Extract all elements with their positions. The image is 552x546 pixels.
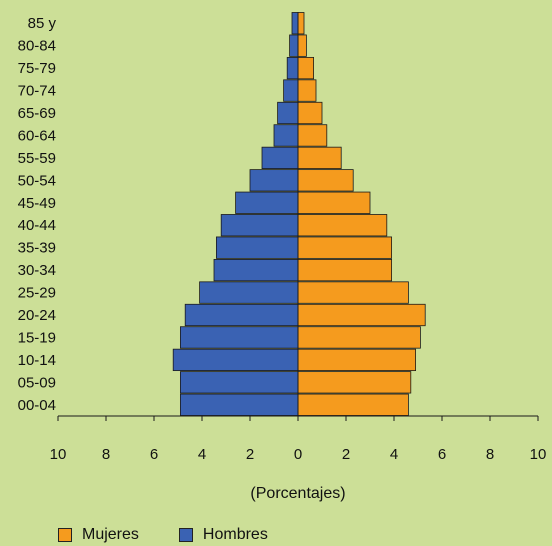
- bar-hombres-85y: [291, 12, 299, 35]
- bars-group: [172, 12, 426, 416]
- category-label: 60-64: [18, 127, 56, 144]
- bar-mujeres-25-29: [297, 281, 409, 304]
- category-label: 05-09: [18, 374, 56, 391]
- category-label: 45-49: [18, 195, 56, 212]
- bar-hombres-00-04: [179, 393, 299, 416]
- bar-hombres-75-79: [286, 56, 299, 80]
- bar-hombres-55-59: [261, 146, 299, 170]
- bar-hombres-45-49: [235, 191, 299, 214]
- category-label: 30-34: [18, 262, 56, 279]
- x-tick-label: 10: [50, 446, 67, 463]
- bar-hombres-50-54: [249, 169, 299, 192]
- category-label: 00-04: [18, 397, 56, 414]
- bar-hombres-10-14: [172, 348, 299, 372]
- category-label: 65-69: [18, 105, 56, 122]
- bar-mujeres-00-04: [297, 393, 409, 416]
- x-tick-label: 8: [486, 446, 494, 463]
- x-tick-label: 4: [198, 446, 206, 463]
- category-label: 10-14: [18, 352, 56, 369]
- legend-label-mujeres: Mujeres: [82, 526, 139, 543]
- bar-hombres-35-39: [215, 236, 299, 259]
- legend-item-mujeres: Mujeres: [58, 526, 139, 544]
- x-tick-label: 4: [390, 446, 398, 463]
- x-tick-label: 6: [150, 446, 158, 463]
- x-tick-label: 10: [530, 446, 547, 463]
- category-label: 55-59: [18, 150, 56, 167]
- x-tick-label: 6: [438, 446, 446, 463]
- bar-hombres-25-29: [199, 281, 299, 304]
- category-label: 40-44: [18, 217, 56, 234]
- x-tick-label: 0: [294, 446, 302, 463]
- bar-mujeres-55-59: [297, 146, 342, 170]
- bar-mujeres-60-64: [297, 124, 328, 147]
- bar-mujeres-75-79: [297, 56, 315, 80]
- category-label: 20-24: [18, 307, 56, 324]
- bar-hombres-60-64: [273, 124, 299, 147]
- category-label: 70-74: [18, 83, 56, 100]
- x-tick-label: 8: [102, 446, 110, 463]
- legend-swatch-hombres: [178, 528, 193, 542]
- bar-mujeres-30-34: [297, 258, 392, 282]
- bar-mujeres-80-84: [297, 34, 307, 57]
- category-label: 50-54: [18, 172, 56, 189]
- legend-item-hombres: Hombres: [178, 526, 268, 544]
- bar-hombres-30-34: [213, 258, 299, 282]
- bar-mujeres-70-74: [297, 79, 317, 102]
- bar-hombres-05-09: [179, 371, 299, 394]
- bar-mujeres-50-54: [297, 169, 354, 192]
- bar-mujeres-10-14: [297, 348, 416, 372]
- category-label: 35-39: [18, 240, 56, 257]
- bar-mujeres-15-19: [297, 326, 421, 349]
- category-label: 75-79: [18, 60, 56, 77]
- category-label: 25-29: [18, 285, 56, 302]
- x-tick-label: 2: [342, 446, 350, 463]
- x-tick-label: 2: [246, 446, 254, 463]
- bar-hombres-15-19: [179, 326, 299, 349]
- category-labels: 00-04 05-09 10-14 15-19 20-24 25-29 30-34 35-39…: [18, 15, 57, 414]
- bar-mujeres-05-09: [297, 371, 412, 394]
- bar-hombres-80-84: [289, 34, 299, 57]
- x-axis-label: (Porcentajes): [250, 485, 345, 502]
- bar-mujeres-65-69: [297, 101, 323, 125]
- bar-mujeres-35-39: [297, 236, 392, 259]
- bar-mujeres-85y: [297, 12, 305, 35]
- bar-mujeres-20-24: [297, 303, 426, 327]
- bar-hombres-70-74: [283, 79, 299, 102]
- category-label: 15-19: [18, 329, 56, 346]
- bar-mujeres-45-49: [297, 191, 371, 214]
- bar-mujeres-40-44: [297, 214, 388, 237]
- legend-swatch-mujeres: [58, 528, 72, 542]
- bar-hombres-40-44: [220, 214, 299, 237]
- legend-label-hombres: Hombres: [202, 526, 268, 543]
- category-label: 85 y: [28, 15, 57, 32]
- bar-hombres-65-69: [277, 101, 299, 125]
- bar-hombres-20-24: [184, 303, 299, 327]
- legend: Mujeres Hombres: [58, 526, 308, 544]
- category-label: 80-84: [18, 38, 56, 55]
- x-axis: 10 8 6 4 2 0 2 4 6 8 10: [50, 12, 547, 463]
